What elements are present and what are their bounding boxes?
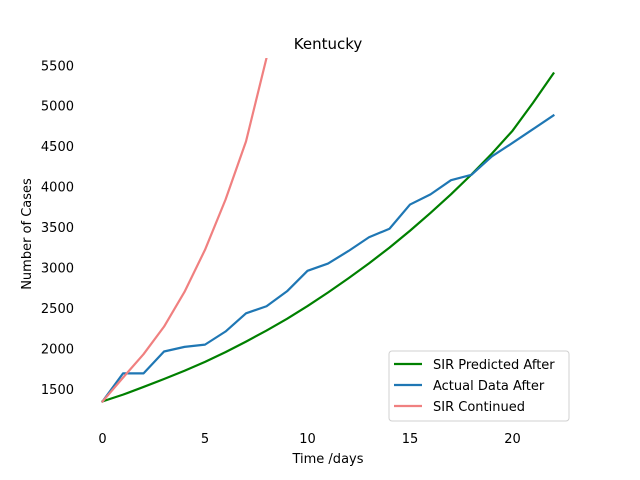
y-tick-label: 4500 [41, 140, 74, 155]
legend-box [388, 350, 570, 422]
x-tick-label: 0 [98, 432, 106, 447]
series-line-2 [101, 113, 555, 403]
legend-label: Actual Data After [433, 379, 545, 394]
x-tick-label: 5 [201, 432, 209, 447]
y-axis-label: Number of Cases [20, 178, 35, 290]
y-tick-label: 4000 [41, 181, 74, 196]
y-tick-label: 3500 [41, 221, 74, 236]
y-tick-label: 5000 [41, 100, 74, 115]
x-axis: 0 5 10 15 20 [98, 432, 520, 447]
legend-label: SIR Continued [433, 400, 525, 415]
legend-label: SIR Predicted After [433, 358, 555, 373]
x-tick-label: 20 [504, 432, 521, 447]
series-line-3 [100, 58, 268, 403]
y-tick-label: 1500 [41, 383, 74, 398]
y-tick-label: 2500 [41, 302, 74, 317]
legend: SIR Predicted After Actual Data After SIR … [388, 350, 570, 422]
y-tick-label: 2000 [41, 343, 74, 358]
series-group [100, 58, 555, 403]
y-tick-label: 3000 [41, 262, 74, 277]
x-axis-label: Time /days [291, 452, 363, 467]
x-tick-label: 15 [402, 432, 419, 447]
chart-title: Kentucky [294, 35, 363, 53]
x-tick-label: 10 [299, 432, 316, 447]
y-tick-label: 5500 [41, 59, 74, 74]
y-axis: 1500 2000 2500 3000 3500 4000 4500 5000 5500 [41, 59, 74, 398]
